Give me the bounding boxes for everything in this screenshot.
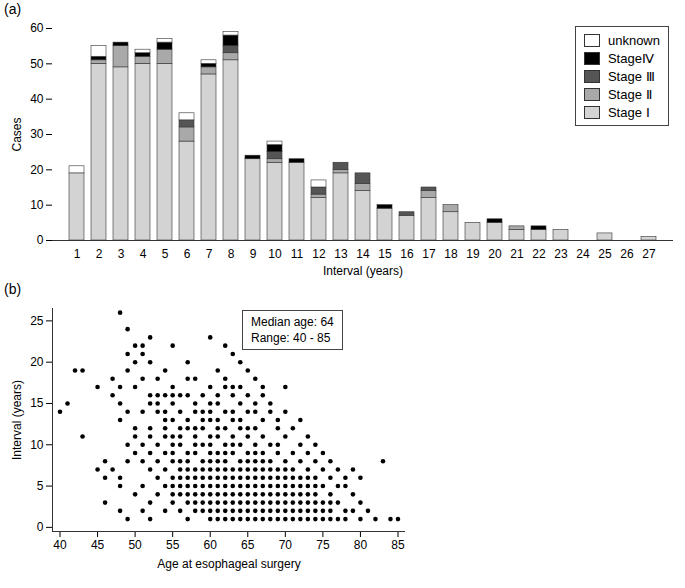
html-text:StageⅣ: StageⅣ [608,50,654,66]
svg-text:80: 80 [354,538,368,552]
svg-text:55: 55 [166,538,180,552]
html-text:Stage Ⅰ: Stage Ⅰ [608,104,650,120]
svg-text:75: 75 [316,538,330,552]
svg-text:2: 2 [96,247,103,261]
svg-text:27: 27 [642,247,656,261]
svg-text:20: 20 [488,247,502,261]
svg-text:30: 30 [30,127,44,141]
svg-text:Age at esophageal surgery: Age at esophageal surgery [157,557,300,571]
svg-text:6: 6 [184,247,191,261]
svg-text:10: 10 [268,247,282,261]
svg-text:5: 5 [37,479,44,493]
svg-text:8: 8 [228,247,235,261]
svg-text:25: 25 [30,314,44,328]
svg-text:40: 40 [30,92,44,106]
svg-text:25: 25 [598,247,612,261]
html-text:unknown: unknown [608,32,660,48]
svg-text:19: 19 [466,247,480,261]
svg-text:65: 65 [241,538,255,552]
svg-text:Interval (years): Interval (years) [10,380,24,460]
svg-text:Interval (years): Interval (years) [323,264,403,278]
svg-text:3: 3 [118,247,125,261]
svg-text:20: 20 [30,355,44,369]
svg-text:16: 16 [400,247,414,261]
svg-text:17: 17 [422,247,436,261]
svg-text:13: 13 [334,247,348,261]
svg-text:10: 10 [30,198,44,212]
svg-text:0: 0 [37,520,44,534]
svg-text:45: 45 [91,538,105,552]
html-text:Stage Ⅱ: Stage Ⅱ [608,86,652,102]
svg-text:50: 50 [128,538,142,552]
svg-text:70: 70 [279,538,293,552]
svg-text:0: 0 [37,233,44,247]
html-text:Median age: 64: Median age: 64 [251,315,334,329]
html-text:(b): (b) [4,281,22,297]
svg-text:85: 85 [391,538,405,552]
svg-text:24: 24 [576,247,590,261]
html-text:Range: 40 - 85: Range: 40 - 85 [251,331,331,345]
svg-text:10: 10 [30,438,44,452]
svg-text:12: 12 [312,247,326,261]
svg-text:14: 14 [356,247,370,261]
svg-text:Cases: Cases [10,117,24,151]
svg-text:26: 26 [620,247,634,261]
svg-text:21: 21 [510,247,524,261]
svg-text:18: 18 [444,247,458,261]
svg-text:7: 7 [206,247,213,261]
svg-text:23: 23 [554,247,568,261]
html-text:Stage Ⅲ: Stage Ⅲ [608,68,655,84]
svg-text:60: 60 [30,21,44,35]
svg-text:15: 15 [378,247,392,261]
svg-text:4: 4 [140,247,147,261]
svg-text:50: 50 [30,57,44,71]
svg-text:40: 40 [53,538,67,552]
svg-text:60: 60 [204,538,218,552]
svg-text:9: 9 [250,247,257,261]
svg-text:15: 15 [30,396,44,410]
svg-text:5: 5 [162,247,169,261]
svg-text:11: 11 [291,247,304,261]
svg-text:1: 1 [74,247,81,261]
html-text:(a): (a) [4,1,22,17]
svg-text:22: 22 [532,247,546,261]
svg-text:20: 20 [30,163,44,177]
